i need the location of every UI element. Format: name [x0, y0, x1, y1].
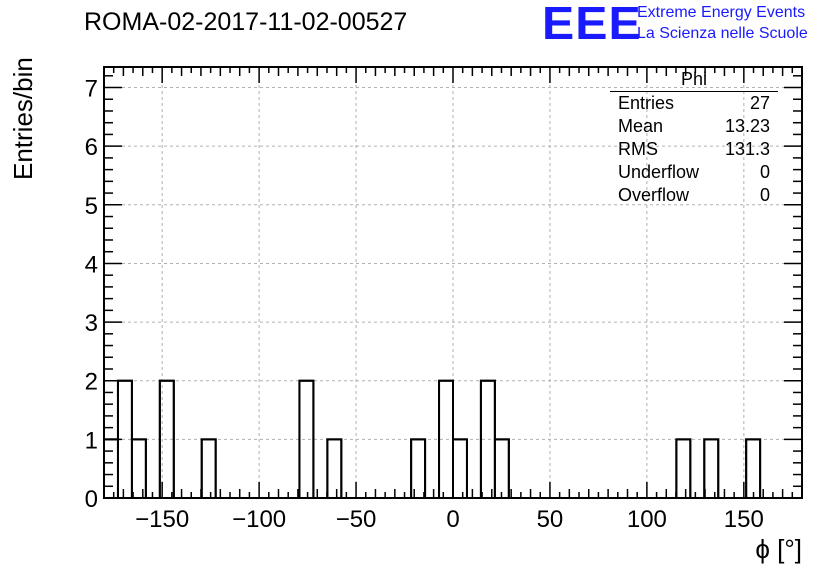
stats-label: Mean	[618, 116, 664, 136]
stats-value: 0	[759, 185, 770, 205]
stats-box: Phi Entries 27 Mean 13.23 RMS 131.3 Unde…	[610, 68, 778, 207]
histogram-bin	[493, 438, 510, 499]
histogram-bin	[326, 438, 343, 499]
histogram-bin	[675, 438, 692, 499]
stats-row-mean: Mean 13.23	[610, 115, 778, 138]
stats-row-entries: Entries 27	[610, 92, 778, 115]
axis-tick-labels: −150 −100 −50 0 50 100 150 0 1 2 3 4 5 6 7	[85, 76, 764, 533]
histogram-bin	[452, 438, 468, 499]
x-tick-label: 50	[537, 506, 564, 533]
stats-title: Phi	[610, 68, 778, 92]
y-axis-label: Entries/bin	[8, 57, 38, 180]
histogram-bin	[298, 379, 315, 500]
y-tick-label: 1	[85, 427, 98, 454]
x-tick-label: 150	[724, 506, 764, 533]
stats-label: RMS	[618, 139, 658, 159]
stats-value: 131.3	[724, 139, 770, 159]
eee-logo: EEE	[542, 0, 642, 49]
y-tick-label: 6	[85, 134, 98, 161]
x-tick-label: −150	[135, 506, 189, 533]
histogram-bin	[103, 438, 119, 499]
histogram-bin	[745, 438, 762, 499]
histogram-bin	[410, 438, 427, 499]
stats-row-underflow: Underflow 0	[610, 161, 778, 184]
run-title: ROMA-02-2017-11-02-00527	[84, 8, 408, 36]
x-tick-label: −50	[336, 506, 377, 533]
y-tick-label: 0	[85, 486, 98, 513]
y-tick-label: 5	[85, 193, 98, 220]
y-tick-label: 7	[85, 76, 98, 103]
stats-label: Entries	[618, 93, 675, 113]
stats-row-overflow: Overflow 0	[610, 184, 778, 207]
histogram-bin	[200, 438, 217, 499]
stats-value: 13.23	[724, 116, 770, 136]
stats-value: 0	[759, 162, 770, 182]
stats-value: 27	[749, 93, 770, 113]
stats-label: Overflow	[618, 185, 690, 205]
x-tick-label: −100	[232, 506, 286, 533]
logo-line-1: Extreme Energy Events	[637, 4, 806, 21]
stats-label: Underflow	[618, 162, 700, 182]
histogram-bin	[130, 438, 147, 499]
x-tick-label: 0	[446, 506, 459, 533]
histogram-bin	[703, 438, 720, 499]
y-tick-label: 4	[85, 251, 98, 278]
x-axis-label: ϕ [°]	[755, 534, 802, 564]
x-tick-label: 100	[627, 506, 667, 533]
histogram-bin	[158, 379, 175, 500]
stats-row-rms: RMS 131.3	[610, 138, 778, 161]
y-tick-label: 2	[85, 369, 98, 396]
logo-line-2: La Scienza nelle Scuole	[637, 25, 808, 42]
y-tick-label: 3	[85, 310, 98, 337]
